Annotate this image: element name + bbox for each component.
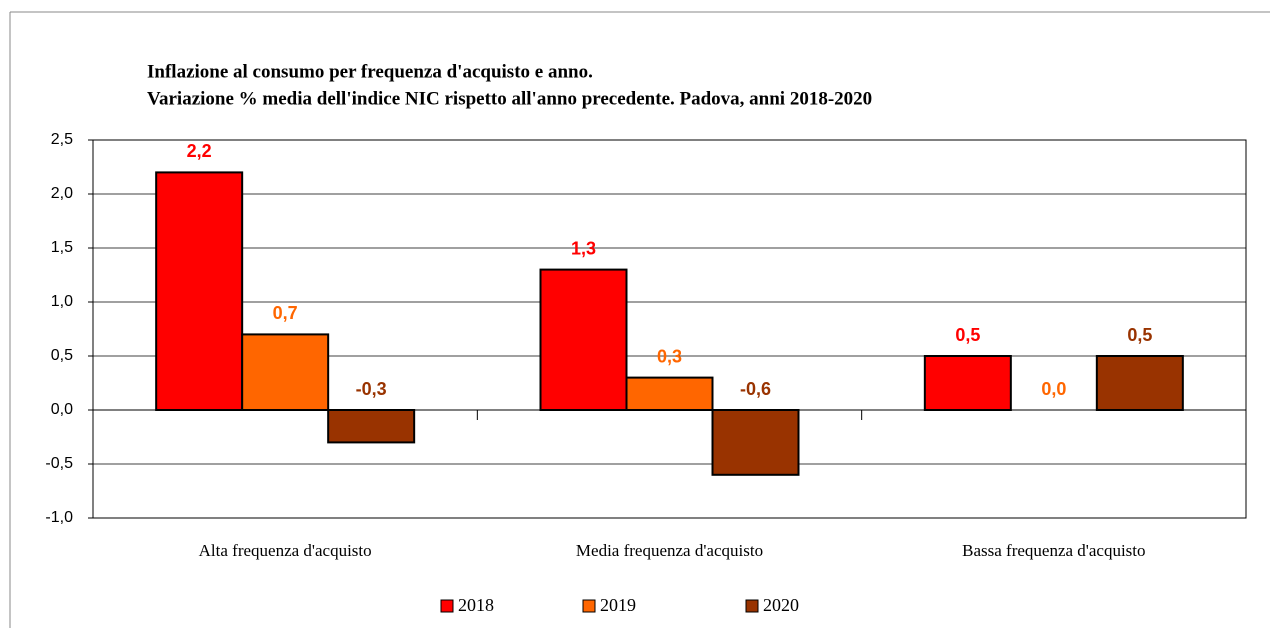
bar <box>1095 355 1184 411</box>
bar <box>539 268 628 411</box>
bar <box>625 376 714 412</box>
bar <box>327 409 416 444</box>
legend-swatch <box>440 599 454 613</box>
value-label: 1,3 <box>571 238 596 258</box>
legend-swatch <box>745 599 759 613</box>
bar <box>711 409 800 476</box>
value-label: 2,2 <box>187 141 212 161</box>
value-label: 0,3 <box>657 346 682 366</box>
value-label: -0,6 <box>740 379 771 399</box>
value-label: 0,7 <box>273 303 298 323</box>
y-tick-label: 0,0 <box>51 401 73 418</box>
y-tick-label: 2,0 <box>51 185 73 202</box>
legend-label: 2020 <box>763 595 799 615</box>
value-label: 0,5 <box>1127 325 1152 345</box>
legend-swatch <box>582 599 596 613</box>
x-tick-label: Alta frequenza d'acquisto <box>199 541 372 560</box>
bar <box>241 333 330 411</box>
bar <box>923 355 1012 411</box>
chart-title: Inflazione al consumo per frequenza d'ac… <box>147 61 593 82</box>
y-tick-label: -0,5 <box>45 455 73 472</box>
y-tick-label: -1,0 <box>45 509 73 526</box>
value-label: 0,0 <box>1041 379 1066 399</box>
legend-label: 2018 <box>458 595 494 615</box>
y-tick-label: 1,5 <box>51 239 73 256</box>
y-tick-label: 1,0 <box>51 293 73 310</box>
value-label: 0,5 <box>955 325 980 345</box>
legend-label: 2019 <box>600 595 636 615</box>
x-tick-label: Media frequenza d'acquisto <box>576 541 763 560</box>
x-tick-label: Bassa frequenza d'acquisto <box>962 541 1145 560</box>
chart-subtitle: Variazione % media dell'indice NIC rispe… <box>147 88 872 109</box>
value-label: -0,3 <box>356 379 387 399</box>
bar <box>155 171 244 411</box>
y-tick-label: 0,5 <box>51 347 73 364</box>
plot-area <box>92 139 1247 519</box>
y-tick-label: 2,5 <box>51 131 73 148</box>
